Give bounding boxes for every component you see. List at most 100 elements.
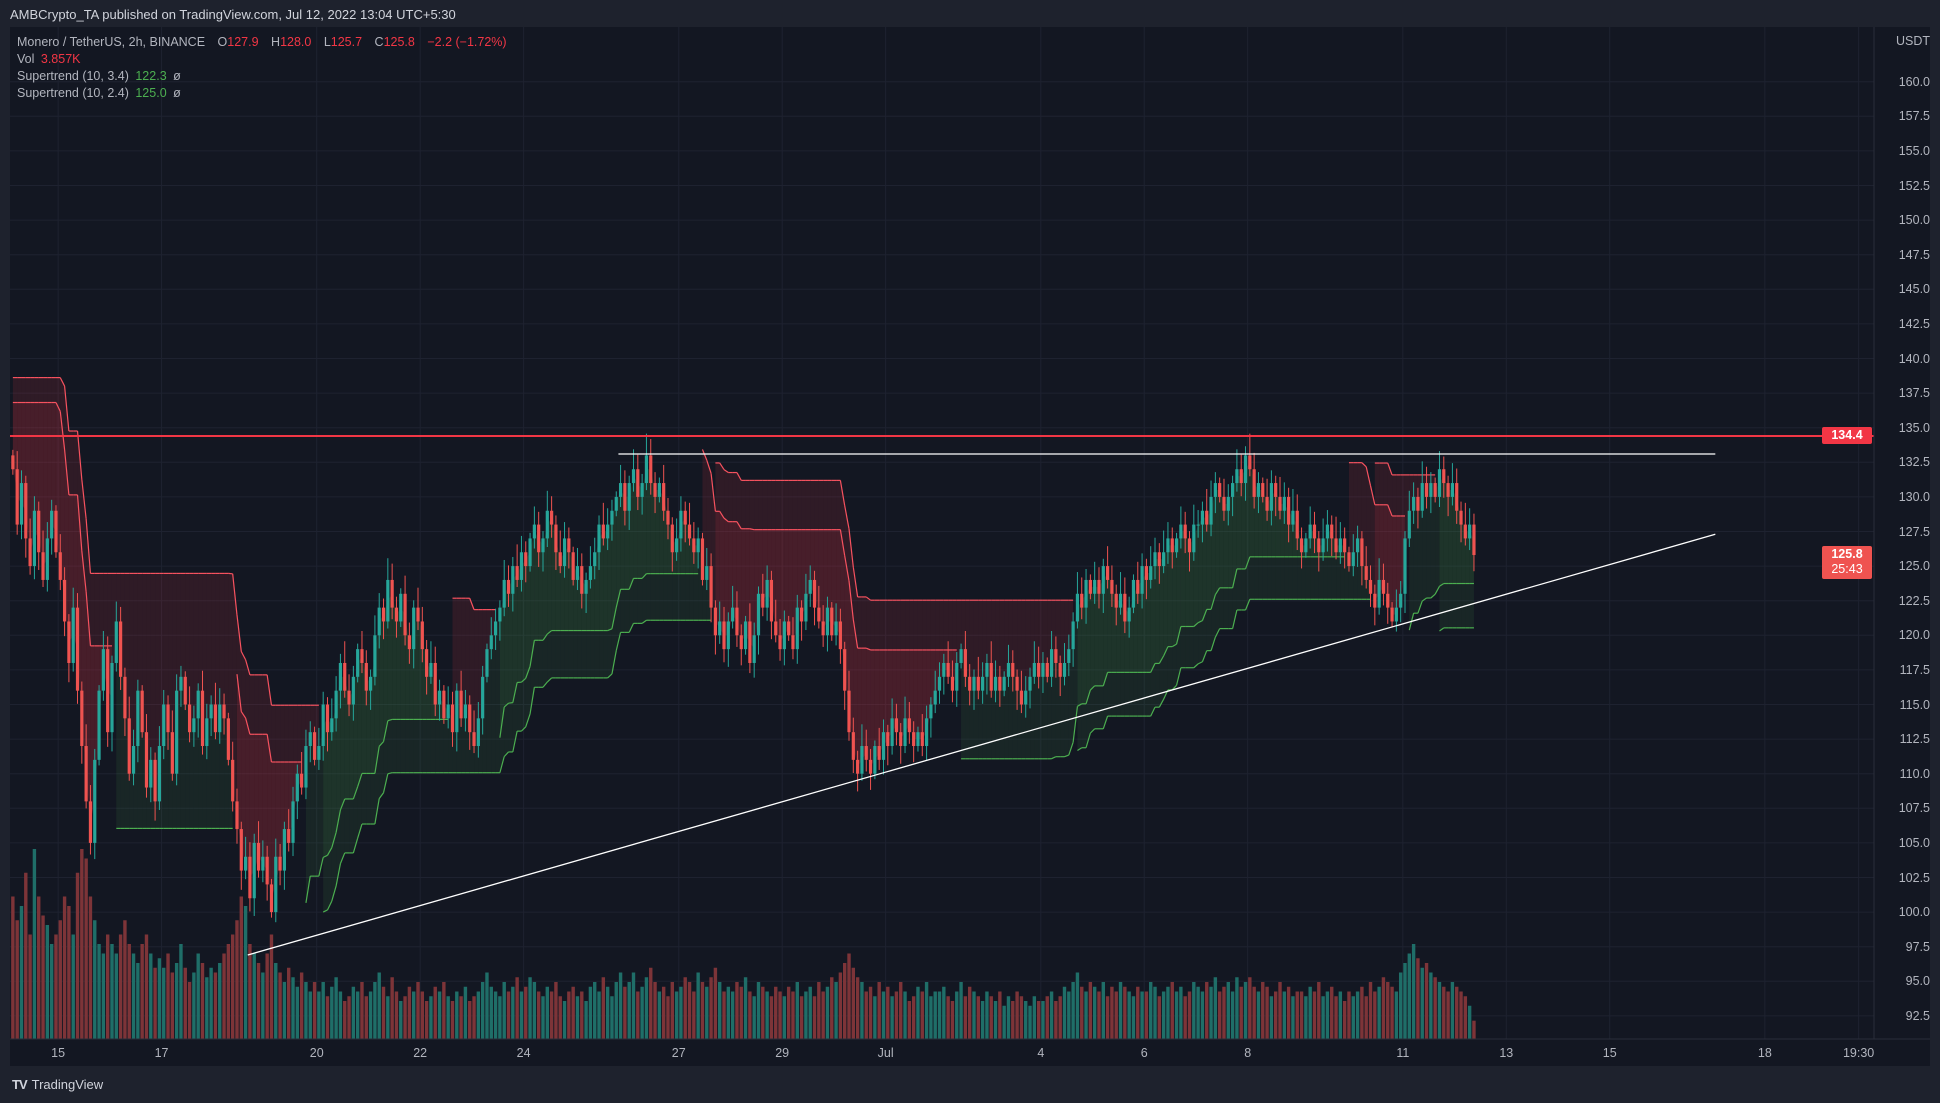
volume-bar	[1446, 991, 1450, 1039]
volume-bar	[399, 1001, 403, 1039]
candle-body	[838, 621, 842, 650]
supertrend-down-fill	[935, 600, 940, 698]
level-price-tag: 134.4	[1822, 427, 1872, 444]
supertrend-down-fill	[762, 480, 768, 601]
candle-body	[325, 704, 330, 733]
supertrend-down-fill	[948, 600, 953, 684]
candle-body	[1157, 552, 1161, 567]
supertrend-down-line	[839, 480, 846, 506]
data-window-icon[interactable]: ø	[173, 86, 181, 100]
candle-body	[963, 649, 967, 677]
candle-body	[157, 746, 162, 802]
supertrend-down-fill	[978, 600, 983, 684]
supertrend-down-fill	[827, 529, 832, 622]
candle-body	[459, 690, 463, 719]
candle-body	[1343, 538, 1347, 553]
price-tick-label: 160.0	[1898, 74, 1930, 89]
candle-body	[1261, 483, 1265, 497]
volume-label[interactable]: Vol	[17, 52, 35, 66]
supertrend-down-fill	[853, 619, 858, 767]
volume-bar	[243, 906, 248, 1039]
supertrend-down-fill	[870, 649, 875, 767]
volume-bar	[144, 934, 149, 1039]
supertrend-down-fill	[780, 480, 785, 643]
supertrend-down-fill	[43, 402, 48, 567]
supertrend-up-fill	[1086, 586, 1091, 748]
supertrend-up-fill	[646, 469, 651, 574]
supertrend-up-fill	[228, 739, 233, 829]
candle-body	[743, 621, 748, 650]
volume-bar	[1265, 986, 1269, 1039]
volume-bar	[1317, 982, 1321, 1039]
candle-body	[511, 566, 515, 594]
candle-body	[481, 676, 485, 719]
candle-body	[1084, 579, 1088, 608]
candle-body	[54, 510, 58, 553]
symbol-name[interactable]: Monero / TetherUS, 2h, BINANCE	[17, 35, 206, 49]
supertrend-up-fill	[1034, 669, 1039, 759]
supertrend-up-fill	[504, 586, 509, 757]
data-window-icon[interactable]: ø	[173, 69, 181, 83]
supertrend-up-fill	[1077, 600, 1082, 707]
time-tick-label: 22	[413, 1046, 428, 1060]
supertrend-down-line	[76, 430, 83, 480]
supertrend-down-fill	[254, 734, 259, 871]
candle-body	[390, 579, 394, 608]
volume-bar	[1019, 996, 1024, 1039]
volume-bar	[536, 991, 541, 1039]
volume-bar	[1403, 963, 1407, 1039]
candle-body	[907, 718, 911, 733]
supertrend-up-line	[339, 852, 346, 864]
volume-bar	[812, 996, 817, 1039]
volume-bar	[218, 963, 222, 1039]
candle-body	[679, 510, 683, 539]
supertrend-up-fill	[426, 662, 431, 720]
supertrend-up-line	[1434, 585, 1441, 595]
candle-body	[153, 759, 157, 802]
supertrend-down-fill	[1068, 600, 1074, 657]
volume-bar	[1105, 996, 1110, 1039]
supertrend-down-fill	[1021, 600, 1026, 698]
volume-bar	[515, 977, 519, 1039]
supertrend-up-fill	[1129, 593, 1134, 717]
supertrend-up-fill	[1422, 489, 1427, 602]
tradingview-logo[interactable]: TV TradingView	[12, 1077, 103, 1092]
volume-bar	[196, 953, 200, 1039]
volume-bar	[998, 991, 1002, 1039]
price-tick-label: 127.5	[1898, 524, 1930, 539]
supertrend-up-fill	[1094, 586, 1099, 729]
supertrend-down-fill	[879, 649, 884, 753]
volume-bar	[1338, 991, 1343, 1039]
volume-bar	[511, 986, 515, 1039]
candle-body	[808, 579, 812, 594]
candle-body	[627, 483, 631, 511]
supertrend-up-fill	[1452, 489, 1457, 628]
candle-body	[1381, 579, 1386, 594]
supertrend-up-fill	[1443, 476, 1449, 584]
supertrend-up-line	[1193, 663, 1199, 669]
supertrend-up-fill	[413, 614, 419, 773]
supertrend-1-label[interactable]: Supertrend (10, 3.4)	[17, 69, 129, 83]
supertrend-down-fill	[909, 649, 914, 740]
volume-bar	[1429, 972, 1433, 1039]
supertrend-down-fill	[900, 649, 906, 740]
candle-body	[446, 704, 450, 719]
candle-body	[873, 746, 877, 774]
volume-bar	[1067, 991, 1071, 1039]
supertrend-up-fill	[193, 704, 199, 829]
volume-bar	[1463, 996, 1468, 1039]
volume-bar	[455, 991, 459, 1039]
supertrend-up-fill	[314, 746, 319, 877]
supertrend-down-fill	[73, 431, 78, 650]
time-tick-label: 15	[51, 1046, 66, 1060]
volume-bar	[661, 986, 666, 1039]
supertrend-up-line	[1150, 663, 1156, 673]
supertrend-up-fill	[1185, 531, 1190, 668]
supertrend-up-fill	[331, 704, 337, 848]
supertrend-2-label[interactable]: Supertrend (10, 2.4)	[17, 86, 129, 100]
candle-body	[787, 621, 791, 636]
tradingview-logo-icon: TV	[12, 1077, 28, 1092]
candle-body	[558, 552, 562, 567]
volume-bar	[269, 934, 274, 1039]
